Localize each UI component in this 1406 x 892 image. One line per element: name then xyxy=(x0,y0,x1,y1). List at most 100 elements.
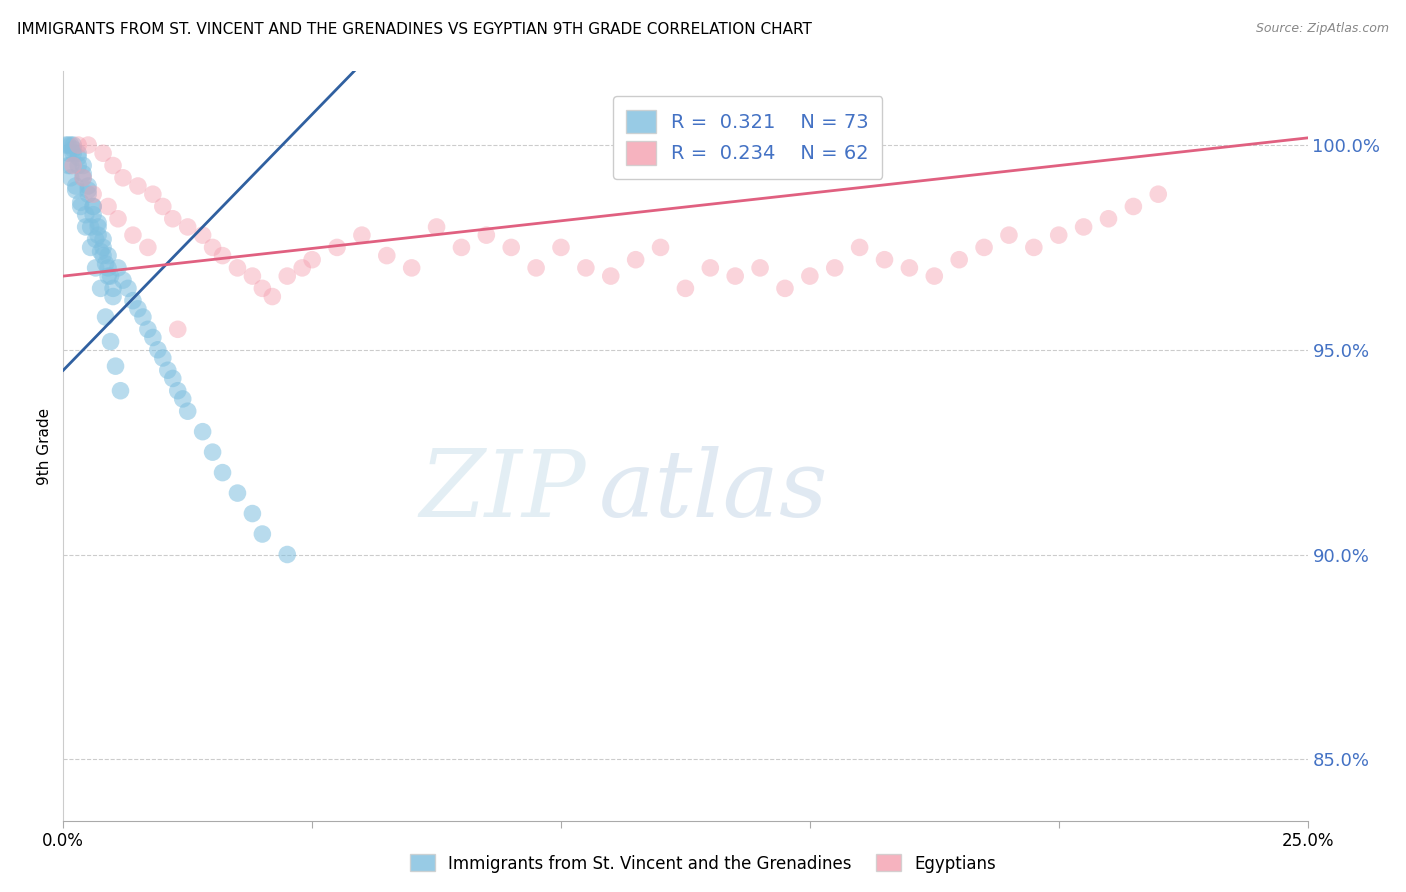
Point xyxy=(58,138,80,153)
Point xyxy=(67,159,90,173)
Point xyxy=(91,240,114,254)
Point xyxy=(724,269,747,284)
Point xyxy=(77,138,100,153)
Point xyxy=(58,159,80,173)
Point xyxy=(84,260,107,275)
Point xyxy=(252,527,274,541)
Point xyxy=(973,240,995,254)
Point xyxy=(82,187,104,202)
Text: ZIP: ZIP xyxy=(419,446,586,536)
Point xyxy=(172,392,194,406)
Point xyxy=(276,269,298,284)
Point xyxy=(77,179,100,194)
Point xyxy=(94,257,117,271)
Point xyxy=(201,445,224,459)
Point xyxy=(211,249,233,263)
Point xyxy=(177,219,200,234)
Point xyxy=(87,219,110,234)
Point xyxy=(69,195,91,210)
Point xyxy=(142,187,165,202)
Point xyxy=(773,281,796,295)
Point xyxy=(1147,187,1170,202)
Point xyxy=(77,187,100,202)
Point xyxy=(848,240,870,254)
Point xyxy=(67,138,90,153)
Point xyxy=(97,269,120,284)
Point xyxy=(142,330,165,344)
Point xyxy=(799,269,821,284)
Point xyxy=(146,343,169,357)
Point xyxy=(136,322,159,336)
Point xyxy=(1022,240,1045,254)
Point xyxy=(136,240,159,254)
Point xyxy=(91,146,114,161)
Point xyxy=(69,199,91,213)
Point xyxy=(75,219,97,234)
Point xyxy=(122,228,145,243)
Text: Source: ZipAtlas.com: Source: ZipAtlas.com xyxy=(1256,22,1389,36)
Point xyxy=(107,260,129,275)
Point xyxy=(111,170,134,185)
Point xyxy=(90,244,112,259)
Point xyxy=(87,228,110,243)
Point xyxy=(84,232,107,246)
Point xyxy=(62,142,84,156)
Point xyxy=(524,260,547,275)
Point xyxy=(101,289,124,303)
Point xyxy=(166,384,188,398)
Legend: Immigrants from St. Vincent and the Grenadines, Egyptians: Immigrants from St. Vincent and the Gren… xyxy=(404,847,1002,880)
Point xyxy=(62,159,84,173)
Point xyxy=(65,179,87,194)
Point xyxy=(242,507,264,521)
Point xyxy=(749,260,772,275)
Point xyxy=(948,252,970,267)
Point xyxy=(67,150,90,164)
Point xyxy=(262,289,284,303)
Point xyxy=(162,211,184,226)
Point xyxy=(82,199,104,213)
Point xyxy=(152,199,174,213)
Point xyxy=(58,146,80,161)
Point xyxy=(94,310,117,324)
Point xyxy=(924,269,946,284)
Point xyxy=(1073,219,1095,234)
Point xyxy=(127,179,149,194)
Point xyxy=(226,260,249,275)
Point xyxy=(72,159,94,173)
Point xyxy=(91,249,114,263)
Point xyxy=(72,167,94,181)
Point xyxy=(62,138,84,153)
Legend: R =  0.321    N = 73, R =  0.234    N = 62: R = 0.321 N = 73, R = 0.234 N = 62 xyxy=(613,96,883,178)
Point xyxy=(242,269,264,284)
Point xyxy=(122,293,145,308)
Point xyxy=(152,351,174,365)
Point xyxy=(55,138,77,153)
Point xyxy=(100,269,122,284)
Point xyxy=(252,281,274,295)
Point xyxy=(79,240,101,254)
Point xyxy=(77,183,100,197)
Point xyxy=(82,208,104,222)
Point xyxy=(650,240,672,254)
Point xyxy=(110,384,132,398)
Point xyxy=(75,208,97,222)
Point xyxy=(1047,228,1070,243)
Point xyxy=(375,249,398,263)
Point xyxy=(1097,211,1119,226)
Point xyxy=(59,138,82,153)
Point xyxy=(873,252,896,267)
Point xyxy=(475,228,498,243)
Point xyxy=(107,211,129,226)
Point xyxy=(276,548,298,562)
Point xyxy=(450,240,472,254)
Text: IMMIGRANTS FROM ST. VINCENT AND THE GRENADINES VS EGYPTIAN 9TH GRADE CORRELATION: IMMIGRANTS FROM ST. VINCENT AND THE GREN… xyxy=(17,22,811,37)
Point xyxy=(211,466,233,480)
Point xyxy=(79,219,101,234)
Point xyxy=(62,146,84,161)
Point xyxy=(101,281,124,295)
Point xyxy=(100,334,122,349)
Point xyxy=(1122,199,1144,213)
Point xyxy=(166,322,188,336)
Point xyxy=(699,260,721,275)
Point xyxy=(162,371,184,385)
